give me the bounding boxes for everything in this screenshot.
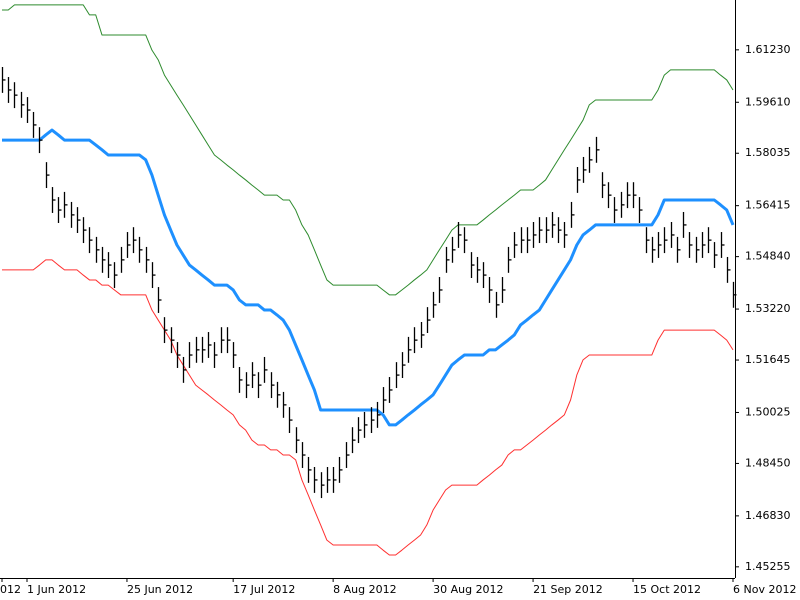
x-tick-label: 8 Aug 2012 — [333, 583, 396, 596]
y-tick-label: 1.54840 — [745, 250, 791, 263]
y-tick-label: 1.61230 — [745, 43, 791, 56]
y-tick-label: 1.45255 — [745, 560, 791, 573]
band-line — [2, 4, 734, 296]
x-tick-label: 15 Oct 2012 — [633, 583, 701, 596]
y-tick-label: 1.58035 — [745, 146, 791, 159]
y-tick-label: 1.51645 — [745, 353, 791, 366]
x-tick-label: 30 Aug 2012 — [433, 583, 503, 596]
x-tick-label: 1 Jun 2012 — [27, 583, 86, 596]
x-tick-label: 012 — [0, 583, 21, 596]
x-tick-label: 21 Sep 2012 — [533, 583, 603, 596]
x-tick-label: 25 Jun 2012 — [127, 583, 193, 596]
band-line — [2, 128, 735, 427]
x-tick-label: 6 Nov 2012 — [733, 583, 796, 596]
y-tick-label: 1.48450 — [745, 456, 791, 469]
y-tick-label: 1.50025 — [745, 405, 791, 418]
y-tick-label: 1.59610 — [745, 95, 791, 108]
band-line — [2, 259, 734, 556]
y-tick-label: 1.56415 — [745, 199, 791, 212]
x-tick-label: 17 Jul 2012 — [233, 583, 295, 596]
y-tick-label: 1.46830 — [745, 509, 791, 522]
y-tick-label: 1.53220 — [745, 302, 791, 315]
